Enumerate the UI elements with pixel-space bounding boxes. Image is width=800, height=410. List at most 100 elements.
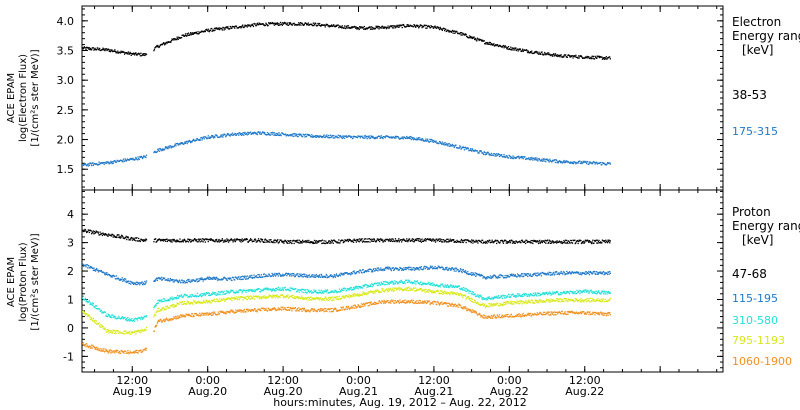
electron-series-2-point [87, 165, 89, 167]
proton-series-3-point [96, 305, 98, 307]
electron-series-2-point [505, 156, 507, 158]
electron-series-2-point [433, 139, 435, 142]
proton-series-1-point [270, 239, 272, 241]
proton-series-2-point [453, 270, 455, 272]
proton-series-2-point [230, 277, 232, 279]
proton-series-3-point [480, 296, 482, 298]
proton-series-1-point [588, 240, 591, 242]
proton-series-1-point [526, 239, 528, 242]
proton-series-1-point [268, 239, 270, 241]
proton-series-2-point [604, 273, 606, 275]
proton-series-1-point [464, 239, 467, 241]
electron-series-2-point [447, 145, 449, 147]
proton-series-3-point [516, 295, 518, 297]
electron-series-2-point [510, 157, 512, 159]
proton-series-1-point [571, 242, 574, 244]
proton-series-1-point [197, 238, 200, 240]
proton-series-3-point [318, 289, 320, 291]
proton-series-2-point [428, 268, 430, 270]
electron-series-1-point [423, 26, 425, 28]
proton-series-3-point [158, 299, 160, 301]
proton-series-2-point [89, 265, 92, 268]
proton-series-2-point [145, 282, 147, 284]
proton-series-2-point [127, 280, 130, 282]
proton-series-4-point [93, 320, 95, 322]
proton-series-1-point [569, 242, 571, 244]
electron-series-1-point [538, 51, 540, 53]
proton-series-1-point [198, 240, 200, 242]
electron-series-1-point [509, 48, 511, 50]
proton-series-1-point [424, 239, 426, 241]
electron-series-1-point [188, 34, 191, 36]
proton-series-3-point [166, 300, 169, 302]
electron-series-1-point [123, 53, 126, 55]
proton-series-3-point [342, 287, 344, 289]
proton-series-2-point [280, 274, 282, 276]
proton-series-2-point [519, 276, 521, 278]
proton-series-2-point [566, 270, 568, 273]
proton-series-1-point [132, 237, 134, 239]
proton-series-3-point [317, 292, 320, 294]
electron-series-2-point [458, 147, 460, 149]
proton-series-3-point [578, 289, 580, 292]
proton-series-1-point [404, 239, 406, 242]
electron-series-2-point [541, 160, 544, 162]
proton-series-2-point [544, 272, 546, 274]
proton-series-2-point [139, 284, 141, 286]
proton-series-1-point [558, 241, 560, 243]
electron-series-2-point [442, 143, 445, 146]
proton-series-3-point [393, 283, 395, 285]
proton-series-2-point [204, 278, 206, 280]
proton-series-1-point [246, 238, 248, 240]
electron-series-1-point [533, 52, 535, 54]
proton-series-3-point [497, 295, 499, 297]
proton-series-1-point [485, 240, 487, 243]
proton-series-4-point [84, 313, 86, 315]
proton-series-2-point [320, 276, 322, 278]
electron-series-2-point [199, 139, 201, 141]
proton-series-1-point [241, 238, 243, 240]
electron-series-2-point [250, 133, 252, 135]
electron-series-2-point [416, 137, 418, 139]
proton-series-2-point [237, 278, 239, 280]
proton-series-1-point [280, 239, 282, 241]
proton-series-3-point [89, 303, 91, 305]
electron-series-2-point [307, 134, 309, 136]
proton-series-1-point [171, 241, 173, 243]
electron-series-2-point [445, 144, 447, 146]
electron-series-2-point [501, 154, 503, 156]
proton-series-3-point [155, 304, 157, 306]
electron-series-2-point [157, 148, 159, 150]
proton-series-2-point [216, 278, 218, 280]
electron-series-2-point [413, 137, 415, 139]
proton-series-2-point [553, 274, 555, 276]
electron-series-1-point [334, 25, 337, 28]
proton-series-1-point [117, 236, 119, 238]
proton-series-2-point [145, 280, 148, 282]
proton-series-1-point [544, 241, 546, 243]
proton-series-3-point [298, 291, 300, 293]
proton-series-2-point [533, 273, 536, 275]
electron-series-1-point [593, 58, 596, 60]
electron-series-2-point [115, 161, 118, 163]
proton-series-1-point [240, 241, 242, 243]
proton-series-1-point [576, 240, 578, 243]
proton-series-1-point [281, 240, 283, 242]
proton-series-1-point [417, 239, 419, 242]
proton-series-2-point [182, 282, 184, 284]
proton-series-1-point [277, 239, 279, 241]
electron-series-2-point [432, 139, 434, 141]
electron-series-2-point [324, 136, 326, 139]
electron-series-2-point [596, 161, 598, 163]
proton-series-3-point [173, 298, 175, 300]
proton-series-2-point [214, 277, 216, 279]
proton-series-1-point [191, 239, 193, 241]
electron-series-2-point [372, 136, 374, 138]
electron-series-2-point [546, 158, 548, 160]
proton-series-2-point [445, 268, 447, 270]
proton-series-3-point [264, 287, 266, 289]
proton-series-3-point [237, 291, 239, 293]
electron-series-1-point [580, 55, 583, 58]
electron-series-1-point [428, 25, 430, 28]
electron-series-2-point [213, 137, 215, 139]
